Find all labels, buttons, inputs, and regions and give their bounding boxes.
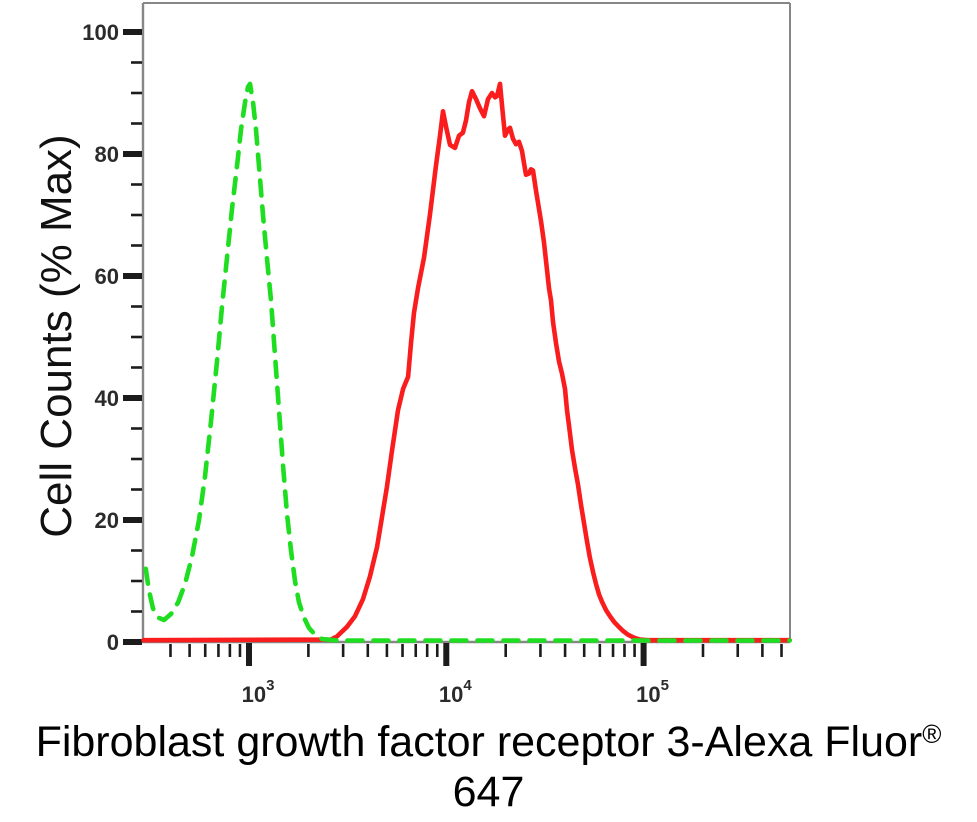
x-tick-label: 105 — [636, 677, 669, 707]
y-tick-label: 0 — [107, 630, 119, 655]
y-tick-label: 20 — [95, 508, 119, 533]
y-tick-label: 80 — [95, 142, 119, 167]
red-solid-series-curve — [141, 81, 793, 643]
y-tick-label: 40 — [95, 386, 119, 411]
x-axis-title-line1: Fibroblast growth factor receptor 3-Alex… — [35, 718, 942, 766]
x-axis-title: Fibroblast growth factor receptor 3-Alex… — [0, 717, 977, 817]
registered-trademark-symbol: ® — [922, 718, 942, 749]
x-tick-label: 103 — [242, 677, 275, 707]
y-tick-label: 100 — [82, 20, 119, 45]
green-dashed-series-curve — [143, 81, 793, 643]
y-tick-label: 60 — [95, 264, 119, 289]
x-axis-title-line2: 647 — [452, 768, 525, 816]
y-axis-label: Cell Counts (% Max) — [32, 134, 81, 538]
x-tick-label: 104 — [439, 677, 472, 707]
